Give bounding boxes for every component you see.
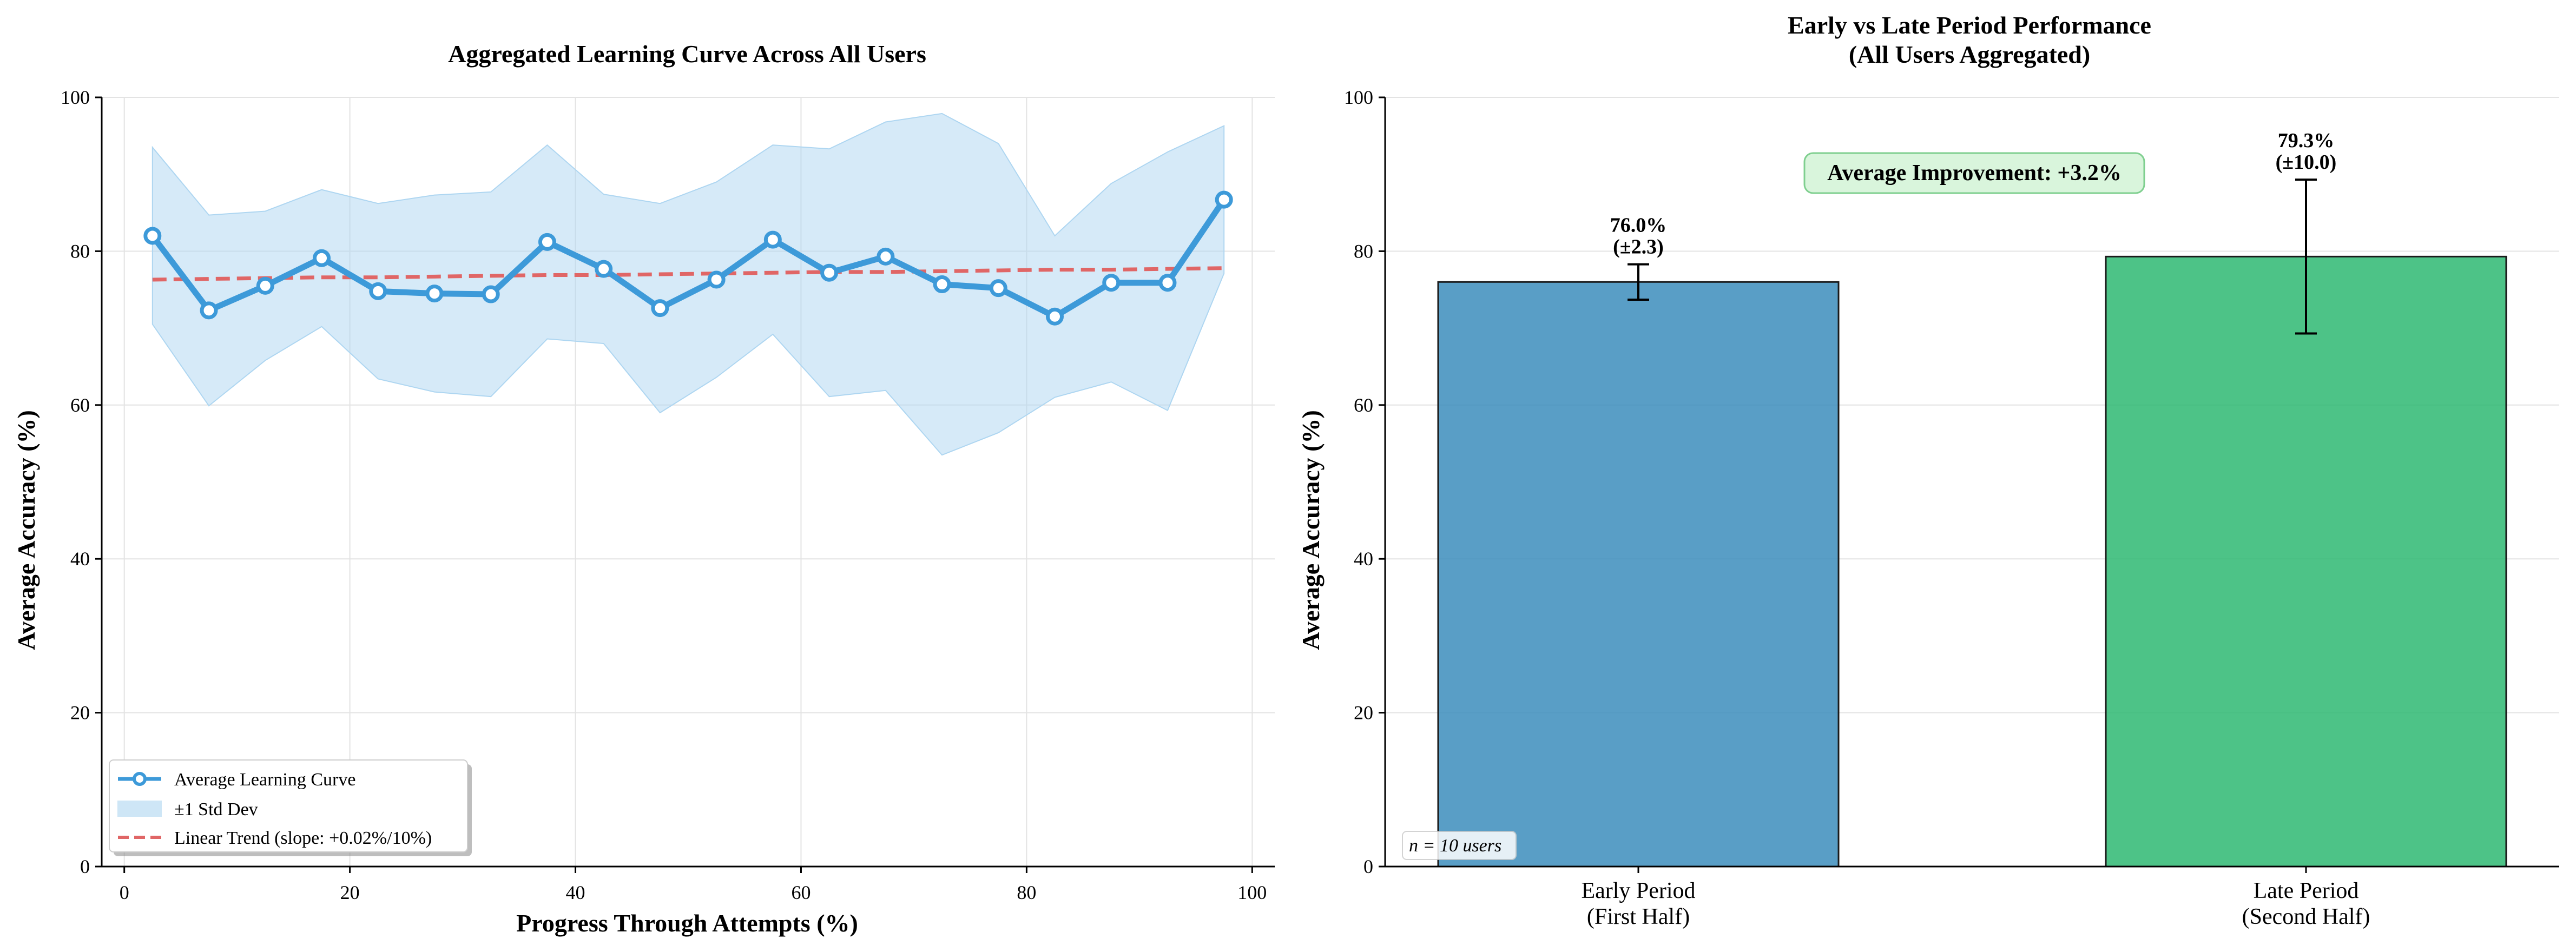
data-point: [256, 276, 274, 295]
legend-item-average-learning-curve: Average Learning Curve: [174, 770, 355, 790]
left-y-ticks: 0 20 40 60 80 100: [61, 87, 102, 877]
bar: [1437, 281, 1840, 868]
data-point: [1215, 190, 1233, 209]
x-tick-label: 60: [791, 882, 811, 903]
legend: Average Learning Curve ±1 Std Dev Linear…: [109, 759, 472, 856]
data-point: [1046, 307, 1064, 326]
y-tick-label: 20: [70, 702, 90, 724]
sample-size-text: n = 10 users: [1409, 836, 1501, 856]
data-point: [143, 227, 162, 245]
y-tick-label: 100: [1344, 87, 1373, 108]
data-point: [877, 247, 895, 266]
data-point: [1102, 274, 1121, 292]
bar-value-labels: 76.0%(±2.3) 79.3%(±10.0): [1610, 129, 2337, 258]
x-tick-label: 0: [120, 882, 129, 903]
data-point: [707, 270, 726, 289]
right-chart-title: Early vs Late Period Performance: [1788, 11, 2151, 39]
data-point: [820, 263, 839, 282]
category-label-line2: (First Half): [1587, 904, 1690, 929]
data-point: [763, 230, 782, 249]
legend-item-linear-trend: Linear Trend (slope: +0.02%/10%): [174, 828, 432, 848]
left-chart-title: Aggregated Learning Curve Across All Use…: [448, 40, 926, 68]
std-dev-area: [151, 113, 1225, 456]
data-point: [313, 249, 331, 267]
y-tick-label: 0: [1363, 856, 1373, 877]
y-tick-label: 60: [70, 394, 90, 416]
bar-error-label: (±10.0): [2276, 151, 2337, 174]
data-point: [1158, 274, 1177, 292]
note-box: [1402, 831, 1517, 860]
improvement-annotation: Average Improvement: +3.2%: [1803, 152, 2145, 194]
x-tick-label: 40: [566, 882, 585, 903]
period-performance-chart: Early vs Late Period Performance (All Us…: [1297, 11, 2559, 929]
learning-curve-chart: Aggregated Learning Curve Across All Use…: [12, 40, 1275, 937]
linear-trend-line: [152, 266, 1224, 282]
y-tick-label: 40: [1354, 548, 1373, 570]
category-label-line1: Early Period: [1581, 878, 1695, 903]
data-point: [933, 275, 951, 294]
data-point: [425, 285, 444, 303]
x-tick-label: 80: [1017, 882, 1036, 903]
std-dev-band: [151, 113, 1225, 456]
data-point: [200, 301, 218, 320]
average-polyline: [150, 198, 1227, 320]
data-point: [651, 299, 669, 318]
bar-value-label: 79.3%: [2278, 129, 2335, 152]
average-learning-curve-points: [143, 190, 1233, 326]
y-tick-label: 100: [61, 87, 90, 108]
average-learning-curve-line: [150, 198, 1227, 320]
left-x-ticks: 0 20 40 60 80 100: [120, 867, 1267, 903]
trend-polyline: [152, 266, 1224, 282]
y-tick-label: 80: [1354, 240, 1373, 262]
left-y-axis-label: Average Accuracy (%): [12, 410, 40, 650]
y-tick-label: 40: [70, 548, 90, 570]
data-point: [369, 282, 387, 300]
y-tick-label: 20: [1354, 702, 1373, 724]
legend-curve-marker: [133, 772, 147, 786]
bar-error-label: (±2.3): [1613, 236, 1664, 259]
y-tick-label: 0: [80, 856, 90, 877]
data-point: [482, 285, 500, 303]
bar: [2105, 255, 2507, 868]
left-x-axis-label: Progress Through Attempts (%): [516, 909, 858, 937]
bar-value-label: 76.0%: [1610, 214, 1667, 237]
annotation-box: [1803, 152, 2145, 194]
x-tick-label: 100: [1237, 882, 1267, 903]
data-point: [538, 233, 556, 251]
average-improvement-text: Average Improvement: +3.2%: [1827, 161, 2122, 186]
y-tick-label: 60: [1354, 394, 1373, 416]
right-y-ticks: 0 20 40 60 80 100: [1344, 87, 1385, 877]
category-label-line2: (Second Half): [2242, 904, 2370, 929]
error-bars: [1628, 178, 2317, 335]
y-tick-label: 80: [70, 240, 90, 262]
right-y-axis-label: Average Accuracy (%): [1297, 410, 1325, 650]
category-label-line1: Late Period: [2254, 878, 2359, 903]
right-category-labels: Early Period(First Half) Late Period(Seco…: [1581, 867, 2370, 929]
right-chart-subtitle: (All Users Aggregated): [1849, 41, 2090, 68]
right-axes: [1384, 97, 2559, 868]
data-point: [989, 279, 1007, 298]
legend-std-dev-swatch: [117, 801, 162, 817]
data-point: [595, 260, 613, 278]
x-tick-label: 20: [340, 882, 360, 903]
legend-box: [109, 759, 468, 852]
left-axes: [101, 97, 1275, 868]
bars: [1437, 255, 2507, 868]
legend-item-std-dev: ±1 Std Dev: [174, 799, 258, 819]
sample-size-note: n = 10 users: [1402, 831, 1517, 860]
